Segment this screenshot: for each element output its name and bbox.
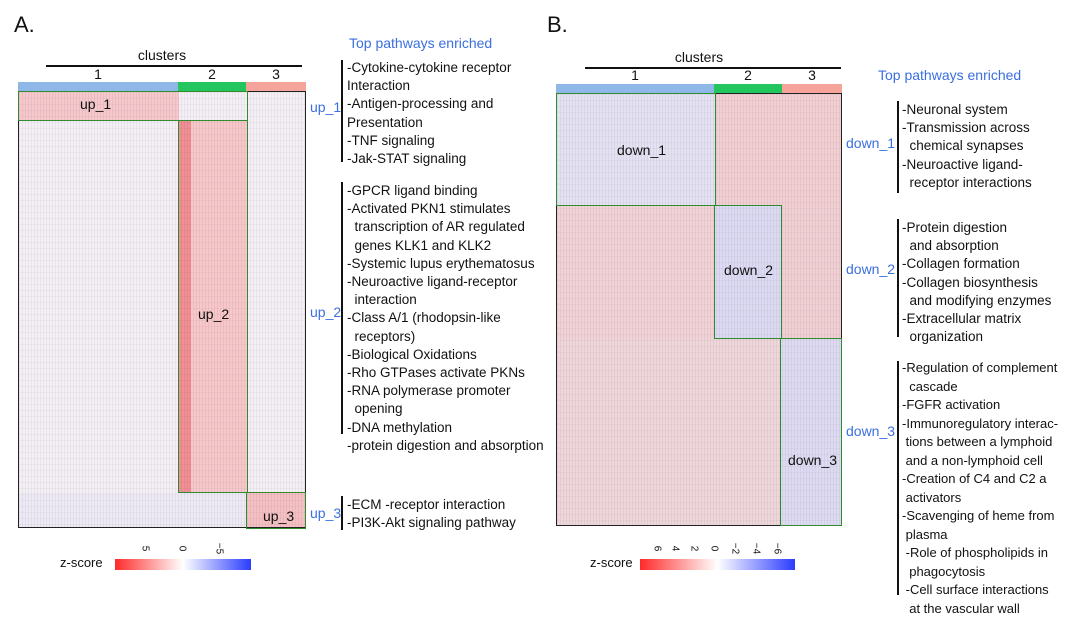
panel-a-clusters-line xyxy=(46,65,302,67)
panel-b-heatmap-svg xyxy=(557,94,841,525)
panel-b-label: B. xyxy=(547,12,568,37)
down-2-pathway-list: -Protein digestion and absorption -Colla… xyxy=(902,220,1052,345)
up-3-pathway-list: -ECM -receptor interaction -PI3K-Akt sig… xyxy=(347,497,516,531)
up-1-bracket xyxy=(341,60,343,162)
panel-b-tick-neg4: −4 xyxy=(750,542,762,555)
up-2-box xyxy=(178,120,248,493)
panel-b-clusters-title: clusters xyxy=(674,49,724,65)
panel-b-tick-neg6: −6 xyxy=(771,542,783,555)
panel-b-heatmap xyxy=(556,93,842,526)
panel-a-zscore-colorbar xyxy=(115,559,251,570)
panel-b-tick-0: 0 xyxy=(708,545,720,552)
panel-b-tick-6: 6 xyxy=(651,545,663,552)
down-1-box-label: down_1 xyxy=(617,142,667,158)
up-1-box-label: up_1 xyxy=(80,96,112,112)
panel-a-cluster-1-bar xyxy=(18,82,178,91)
panel-b-tick-neg2: −2 xyxy=(729,542,741,555)
panel-b-zscore-label: z-score xyxy=(590,555,633,570)
down-3-side-label: down_3 xyxy=(846,423,896,439)
up-3-bracket xyxy=(341,496,343,530)
down-1-side-label: down_1 xyxy=(846,135,896,151)
down-3-box xyxy=(780,338,842,526)
down-2-side-label: down_2 xyxy=(846,261,896,277)
up-2-pathway-list: -GPCR ligand binding -Activated PKN1 sti… xyxy=(347,183,544,453)
panel-a-cluster-3-label: 3 xyxy=(272,66,280,82)
down-1-bracket xyxy=(897,101,899,193)
down-1-box xyxy=(556,93,716,206)
up-2-box-label: up_2 xyxy=(198,306,230,322)
panel-b-cluster-2-label: 2 xyxy=(744,67,752,83)
panel-a-cluster-2-label: 2 xyxy=(208,66,216,82)
up-3-box-label: up_3 xyxy=(263,508,295,524)
panel-a-cluster-3-bar xyxy=(246,82,306,91)
panel-a-tick-neg5: −5 xyxy=(213,542,225,555)
up-1-box xyxy=(18,91,248,121)
panel-b-cluster-1-bar xyxy=(556,84,714,93)
panel-b-tick-4: 4 xyxy=(669,545,681,552)
down-3-box-label: down_3 xyxy=(788,452,838,468)
panel-b-zscore-colorbar xyxy=(640,559,795,570)
panel-b-cluster-3-bar xyxy=(782,84,842,93)
panel-a-cluster-1-label: 1 xyxy=(94,66,102,82)
panel-a-pathways-title: Top pathways enriched xyxy=(349,35,493,51)
panel-a-zscore-label: z-score xyxy=(60,555,103,570)
panel-a-label: A. xyxy=(14,12,35,37)
panel-a-heatmap xyxy=(18,91,306,528)
up-1-side-label: up_1 xyxy=(310,99,342,115)
down-3-bracket xyxy=(897,361,899,595)
panel-b-clusters-line xyxy=(585,67,841,69)
up-3-box xyxy=(246,492,306,529)
panel-a-tick-5: 5 xyxy=(139,545,151,552)
panel-a-tick-0: 0 xyxy=(176,545,188,552)
panel-b-cluster-1-label: 1 xyxy=(631,67,639,83)
panel-b-cluster-3-label: 3 xyxy=(808,67,816,83)
down-1-pathway-list: -Neuronal system -Transmission across ch… xyxy=(902,102,1032,190)
panel-b-pathways-title: Top pathways enriched xyxy=(878,67,1022,83)
panel-a-heatmap-svg xyxy=(19,92,305,527)
down-2-bracket xyxy=(897,219,899,337)
up-2-side-label: up_2 xyxy=(310,304,342,320)
up-3-side-label: up_3 xyxy=(310,505,342,521)
up-1-pathway-list: -Cytokine-cytokine receptor Interaction … xyxy=(347,60,512,167)
panel-b-cluster-2-bar xyxy=(714,84,782,93)
up-2-bracket xyxy=(341,182,343,434)
down-2-box-label: down_2 xyxy=(724,262,774,278)
panel-b-tick-2: 2 xyxy=(688,545,700,552)
down-2-box xyxy=(714,205,782,339)
down-3-pathway-list: -Regulation of complement cascade -FGFR … xyxy=(902,360,1059,616)
panel-a-clusters-title: clusters xyxy=(137,47,187,63)
panel-a-cluster-2-bar xyxy=(178,82,246,91)
